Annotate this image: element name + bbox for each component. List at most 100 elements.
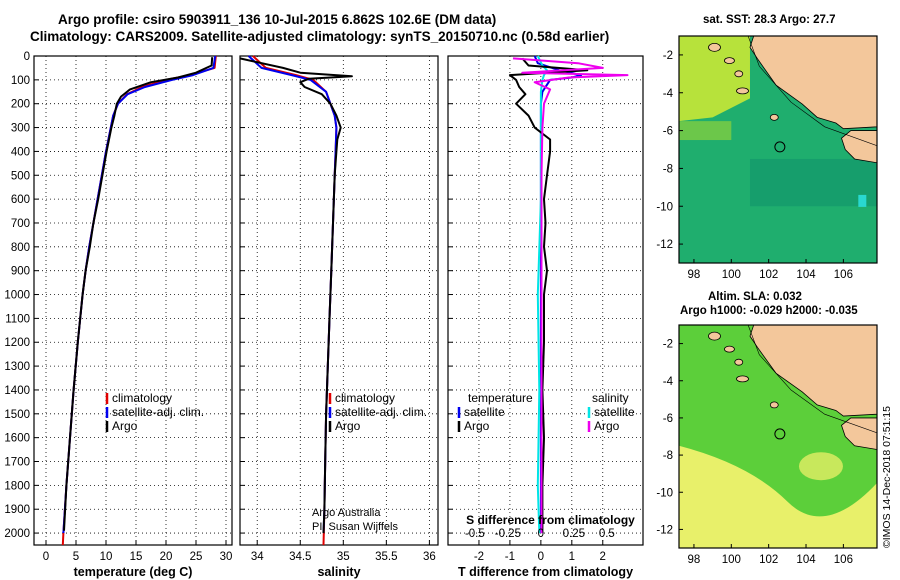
y-tick-label: 1500 — [4, 409, 30, 421]
salinity-legend-label: climatology — [335, 391, 395, 405]
x-tick-label: 1 — [569, 551, 575, 563]
y-tick-label: 1400 — [4, 385, 30, 397]
sla-header-1: Altim. SLA: 0.032 — [708, 291, 802, 303]
java-land — [841, 130, 877, 164]
lat-tick-label: -4 — [663, 88, 674, 100]
bathymetry-contour — [747, 36, 877, 146]
y-tick-label: 700 — [11, 218, 30, 230]
x-tick-label: 10 — [100, 551, 113, 563]
lon-tick-label: 100 — [722, 269, 741, 281]
lat-tick-label: -4 — [663, 376, 674, 388]
diff-temperature-legend-label: satellite — [464, 405, 505, 419]
island-land — [769, 401, 779, 409]
x-axis-label: salinity — [317, 565, 360, 579]
island-land — [708, 42, 721, 52]
salinity-legend-label: satellite-adj. clim. — [335, 405, 427, 419]
profile-panel-3 — [447, 55, 644, 546]
lat-tick-label: -12 — [656, 239, 673, 251]
top-tick-label: -0.25 — [495, 528, 521, 540]
diff-legend-title-temperature: temperature — [468, 391, 533, 405]
series-line-climatology — [252, 55, 338, 546]
profile-location-marker — [774, 428, 786, 440]
x-tick-label: 15 — [130, 551, 143, 563]
warm-patch — [679, 36, 750, 122]
series-line-climatology — [61, 55, 217, 546]
y-tick-label: 1000 — [4, 290, 30, 302]
sla-header-2: Argo h1000: -0.029 h2000: -0.035 — [680, 305, 858, 317]
java-land — [841, 417, 877, 450]
y-tick-label: 800 — [11, 242, 30, 254]
x-tick-label: 36 — [423, 551, 436, 563]
top-tick-label: 0.5 — [599, 528, 615, 540]
island-land — [734, 358, 744, 366]
diff-temperature-legend-label: Argo — [464, 419, 490, 433]
lon-tick-label: 98 — [688, 554, 701, 566]
top-axis-label: S difference from climatology — [466, 513, 635, 527]
x-tick-label: 2 — [600, 551, 606, 563]
lat-tick-label: -10 — [656, 487, 673, 499]
x-tick-label: -2 — [474, 551, 484, 563]
credit-line-1: Argo Australia — [312, 507, 381, 519]
y-tick-label: 1800 — [4, 480, 30, 492]
map-frame — [678, 35, 878, 264]
series-line-argo — [239, 57, 353, 534]
diff-legend-title-salinity: salinity — [592, 391, 629, 405]
lon-tick-label: 104 — [796, 554, 816, 566]
x-tick-label: 35.5 — [375, 551, 397, 563]
lat-tick-label: -6 — [663, 126, 673, 138]
sla-map-field — [679, 325, 877, 548]
y-tick-label: 1900 — [4, 504, 30, 516]
x-tick-label: 20 — [160, 551, 173, 563]
lat-tick-label: -6 — [663, 413, 673, 425]
x-tick-label: 34.5 — [289, 551, 311, 563]
x-tick-label: 0 — [538, 551, 544, 563]
y-tick-label: 1700 — [4, 457, 30, 469]
lat-tick-label: -8 — [663, 163, 673, 175]
series-line-salinity-satellite — [536, 55, 548, 534]
profile-location-marker — [774, 141, 786, 153]
series-line-argo — [63, 57, 214, 531]
warm-patch — [679, 445, 877, 548]
island-land — [734, 70, 744, 78]
cool-patch — [858, 194, 867, 207]
sst-map — [678, 35, 878, 264]
x-tick-label: 25 — [190, 551, 203, 563]
sst-map-field — [679, 36, 877, 263]
x-tick-label: 34 — [251, 551, 264, 563]
profile-panel-2 — [239, 55, 439, 546]
y-tick-label: 400 — [11, 146, 30, 158]
y-tick-label: 1100 — [5, 313, 30, 325]
lon-tick-label: 102 — [759, 554, 778, 566]
y-tick-label: 100 — [11, 75, 30, 87]
sla-map — [678, 324, 878, 549]
x-tick-label: 0 — [43, 551, 49, 563]
x-axis-label: T difference from climatology — [458, 565, 633, 579]
warm-patch — [679, 121, 732, 141]
series-line-salinity-argo — [512, 57, 629, 534]
y-tick-label: 0 — [24, 51, 30, 63]
warm-patch — [798, 452, 843, 481]
island-land — [736, 87, 749, 95]
sst-header: sat. SST: 28.3 Argo: 27.7 — [703, 14, 836, 26]
temperature-legend-label: satellite-adj. clim. — [112, 405, 204, 419]
y-tick-label: 1600 — [4, 433, 30, 445]
y-tick-label: 600 — [11, 194, 30, 206]
lon-tick-label: 106 — [834, 269, 853, 281]
credit-line-2: PI: Susan Wijffels — [312, 521, 398, 533]
panel-frame — [33, 55, 233, 546]
x-tick-label: 35 — [337, 551, 350, 563]
island-land — [724, 57, 735, 64]
y-tick-label: 200 — [11, 99, 30, 111]
lon-tick-label: 106 — [834, 554, 853, 566]
lat-tick-label: -8 — [663, 450, 673, 462]
temperature-legend-label: climatology — [112, 391, 172, 405]
y-tick-label: 2000 — [4, 528, 30, 540]
y-tick-label: 300 — [11, 123, 30, 135]
top-tick-label: 0 — [538, 528, 544, 540]
x-tick-label: 30 — [220, 551, 233, 563]
lat-tick-label: -10 — [656, 201, 673, 213]
top-tick-label: 0.25 — [563, 528, 585, 540]
island-land — [736, 375, 749, 383]
x-tick-label: -1 — [505, 551, 515, 563]
y-tick-label: 1200 — [4, 337, 30, 349]
